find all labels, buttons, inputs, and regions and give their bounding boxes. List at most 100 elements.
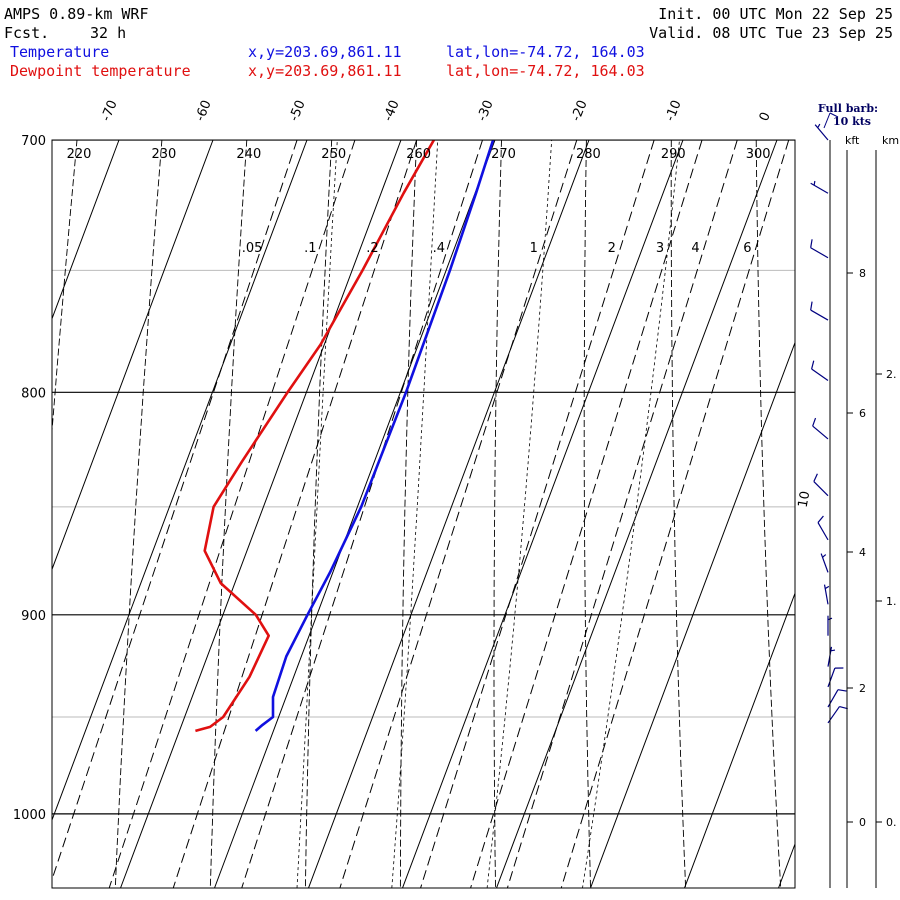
plot-frame	[51, 139, 796, 889]
mixing-ratio-label: .2	[366, 241, 378, 256]
barb-key-flag	[829, 112, 839, 118]
dry-adiabat	[670, 140, 687, 888]
barb-key-title: Full barb:	[818, 102, 878, 115]
theta-label: 300	[746, 147, 771, 162]
km-axis-label: km	[882, 134, 899, 147]
height-axis: 0 2 4 6 8 0. 1. 2.	[829, 140, 897, 888]
wind-barb-staff	[810, 247, 829, 259]
isotherm-line	[684, 591, 795, 888]
dry-adiabat	[755, 140, 782, 888]
theta-label: 230	[152, 147, 177, 162]
wind-barb-full-flag	[810, 239, 813, 248]
mixing-ratio-line	[172, 140, 418, 888]
barb-key-symbol	[823, 112, 831, 129]
temperature-label: -30	[475, 98, 497, 123]
saturated-adiabat-label: 10	[796, 490, 814, 509]
theta-label: 220	[67, 147, 92, 162]
valid-time: Valid. 08 UTC Tue 23 Sep 25	[649, 24, 893, 42]
isotherm-line	[590, 341, 795, 888]
mixing-ratio-line	[420, 140, 655, 888]
saturated-adiabat	[391, 140, 439, 888]
mixing-ratio-label: 6	[743, 241, 751, 256]
wind-barb	[827, 646, 836, 667]
legend-dewpoint-xy: x,y=203.69,861.11	[248, 62, 402, 80]
km-tick-label: 1.	[886, 595, 897, 608]
theta-label: 250	[321, 147, 346, 162]
legend-dewpoint-latlon: lat,lon=-74.72, 164.03	[446, 62, 645, 80]
wind-barb	[812, 417, 829, 440]
kft-axis-label: kft	[845, 134, 860, 147]
pressure-label: 700	[21, 134, 46, 149]
kft-tick-label: 0	[859, 816, 866, 829]
wind-barb-half-flag	[822, 554, 827, 558]
km-tick-label: 0.	[886, 816, 897, 829]
wind-barb	[817, 515, 829, 541]
kft-tick-label: 4	[859, 546, 866, 559]
mixing-ratio-label: 3	[656, 241, 664, 256]
mixing-ratio-line	[108, 140, 356, 888]
kft-tick-label: 8	[859, 267, 866, 280]
isotherm-line	[778, 842, 795, 888]
wind-barb-staff	[820, 553, 829, 573]
dry-adiabat	[0, 0, 7, 900]
wind-barb-staff	[814, 124, 829, 141]
saturated-adiabat	[486, 140, 553, 888]
wind-barb	[811, 360, 829, 381]
wind-barb-staff	[817, 522, 829, 541]
wind-barb	[827, 667, 844, 688]
legend-temperature-xy: x,y=203.69,861.11	[248, 43, 402, 61]
saturated-adiabat	[582, 140, 680, 888]
saturated-adiabat	[296, 140, 338, 888]
wind-barb-half-flag	[824, 585, 830, 590]
temperature-label: -50	[287, 98, 309, 123]
wind-barb	[820, 553, 829, 573]
isotherm-line	[496, 140, 778, 888]
theta-label: 290	[661, 147, 686, 162]
isotherm-line	[873, 140, 900, 888]
pressure-label: 1000	[13, 808, 46, 823]
temperature-label: 0	[757, 110, 774, 123]
isotherm-line	[308, 140, 590, 888]
theta-label: 260	[406, 147, 431, 162]
wind-barb-half-flag	[813, 180, 816, 186]
mixing-ratio-line	[241, 140, 483, 888]
dry-adiabat	[583, 140, 591, 888]
pressure-label: 900	[21, 609, 46, 624]
temperature-label: -70	[99, 98, 121, 123]
model-title: AMPS 0.89-km WRF	[4, 5, 149, 23]
wind-barb	[827, 705, 848, 724]
wind-barb-staff	[810, 309, 829, 321]
temperature-label: -40	[381, 98, 403, 123]
wind-barb	[810, 239, 829, 259]
theta-label: 240	[236, 147, 261, 162]
mixing-ratio-label: 2	[608, 241, 616, 256]
wind-barb-staff	[812, 425, 829, 440]
kft-tick-label: 6	[859, 407, 866, 420]
wind-barb-half-flag	[830, 649, 836, 652]
isotherm-line	[120, 140, 402, 888]
isotherm-line	[52, 140, 308, 822]
mixing-ratio-label: .1	[304, 241, 316, 256]
theta-label: 270	[491, 147, 516, 162]
temperature-label: -20	[569, 98, 591, 123]
wind-barbs	[810, 123, 848, 724]
wind-barb	[810, 180, 829, 194]
legend-dewpoint-label: Dewpoint temperature	[10, 62, 191, 80]
wind-barb-staff	[811, 368, 829, 381]
wind-barb-full-flag	[817, 515, 824, 523]
isotherm-line	[0, 140, 25, 888]
temperature-label: -60	[193, 98, 215, 123]
wind-barb-full-flag	[837, 689, 847, 692]
wind-barb-half-flag	[817, 123, 821, 129]
mixing-ratio-label: 4	[691, 241, 699, 256]
wind-barb	[814, 123, 829, 141]
mixing-ratio-label: .4	[433, 241, 445, 256]
mixing-ratio-line	[339, 140, 578, 888]
mixing-ratio-label: 1	[530, 241, 538, 256]
barb-key-speed: 10 kts	[833, 115, 871, 128]
wind-barb-staff	[823, 584, 829, 605]
init-time: Init. 00 UTC Mon 22 Sep 25	[658, 5, 893, 23]
mixing-ratio-line	[52, 140, 298, 882]
